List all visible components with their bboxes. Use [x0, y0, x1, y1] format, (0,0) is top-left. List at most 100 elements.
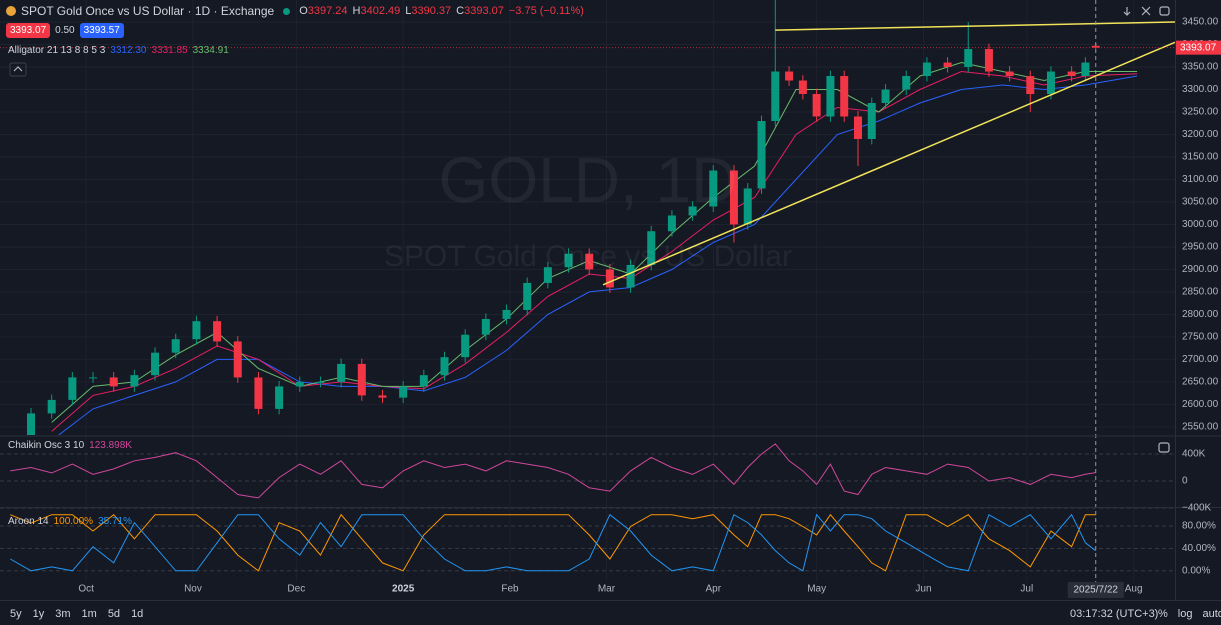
- x-tick-label: Feb: [501, 584, 519, 595]
- candle-body: [902, 76, 911, 90]
- icon-down[interactable]: [1123, 7, 1131, 16]
- candle-body: [502, 309, 511, 319]
- candle-body: [798, 80, 807, 95]
- candle-body: [89, 377, 98, 379]
- y-tick-label: 2750.00: [1182, 332, 1219, 343]
- ohlc-label: C: [456, 5, 465, 17]
- trendline: [775, 21, 1175, 31]
- indicator-legend: Aroon 14 100.00% 35.71%: [8, 516, 132, 527]
- range-button[interactable]: 5y: [10, 607, 22, 620]
- alligator-line: [57, 75, 1138, 435]
- x-tick-label: Dec: [287, 584, 305, 595]
- y-tick-label: 3100.00: [1182, 174, 1219, 185]
- candle-body: [461, 334, 470, 358]
- bid[interactable]: 3393.07: [6, 23, 51, 38]
- indicator: [10, 513, 1097, 572]
- icon-maximize[interactable]: [1141, 6, 1151, 16]
- candle-body: [626, 264, 635, 288]
- change: −3.75 (−0.11%): [508, 5, 584, 17]
- symbol-icon: [6, 6, 16, 16]
- candle-body: [543, 267, 552, 283]
- y-tick-label: 3450.00: [1182, 17, 1219, 28]
- indicator-value: 3331.85: [151, 45, 188, 56]
- candle-body: [943, 62, 952, 68]
- indicator-value: 3334.91: [192, 45, 229, 56]
- icon-panel[interactable]: [1158, 442, 1170, 453]
- candle-body: [1046, 71, 1055, 95]
- icon-collapse[interactable]: [13, 66, 23, 72]
- watermark: SPOT Gold Once vs US Dollar: [384, 240, 792, 273]
- range-button[interactable]: 1m: [81, 607, 97, 620]
- x-tick-label: May: [807, 584, 826, 595]
- spread: 0.50: [55, 25, 75, 36]
- candle-body: [254, 377, 263, 409]
- icon-settings[interactable]: [1159, 6, 1170, 16]
- ohlc-value: 3393.07: [464, 5, 504, 17]
- candle-body: [667, 215, 676, 232]
- price-tag: [1176, 40, 1221, 55]
- indicator-line: [10, 443, 1096, 499]
- watermark: GOLD, 1D: [439, 144, 738, 216]
- price-tag-label: 3393.07: [1180, 42, 1217, 53]
- scale-options: % log auto: [1158, 602, 1221, 625]
- indicator-line: [10, 513, 1097, 572]
- x-tick-label: Oct: [78, 584, 94, 595]
- candle-body: [964, 49, 973, 68]
- scale-option[interactable]: %: [1158, 607, 1168, 620]
- candle-body: [357, 363, 366, 396]
- collapse-button[interactable]: [9, 62, 27, 77]
- y-tick-label: 400K: [1182, 449, 1206, 460]
- ohlc-label: H: [352, 5, 361, 17]
- y-tick-label: 80.00%: [1182, 521, 1216, 532]
- candle-body: [743, 188, 752, 225]
- indicator-value: 35.71%: [98, 516, 132, 527]
- y-tick-label: 0.00%: [1182, 565, 1210, 576]
- candle-body: [399, 386, 408, 398]
- candle-body: [68, 377, 77, 400]
- x-tick-label: Aug: [1125, 584, 1143, 595]
- x-tick-label: Jun: [915, 584, 931, 595]
- candle-body: [192, 321, 201, 340]
- candle-body: [130, 375, 139, 387]
- candle-body: [27, 413, 36, 435]
- plot-layer: [0, 0, 1175, 582]
- ask[interactable]: 3393.57: [79, 23, 124, 38]
- candle-body: [295, 381, 304, 387]
- y-tick-label: 2550.00: [1182, 422, 1219, 433]
- ohlc-value: 3390.37: [411, 5, 452, 17]
- indicator-title: Chaikin Osc 3 10: [8, 440, 85, 451]
- range-button[interactable]: 5d: [107, 607, 121, 620]
- y-tick-label: 3350.00: [1182, 62, 1219, 73]
- crosshair-tag: [1067, 582, 1124, 598]
- candle-body: [378, 395, 387, 398]
- y-tick-label: 2850.00: [1182, 287, 1219, 298]
- candle-body: [1067, 71, 1076, 77]
- candle-body: [709, 170, 718, 207]
- candle-body: [812, 94, 821, 117]
- candle-body: [688, 206, 697, 216]
- indicator: [10, 443, 1096, 499]
- range-button[interactable]: 1d: [131, 607, 144, 620]
- candle-body: [213, 321, 222, 342]
- candle-body: [729, 170, 738, 225]
- candle-body: [826, 76, 835, 117]
- candle-body: [481, 318, 490, 335]
- candle-body: [853, 116, 862, 140]
- x-tick-label: Mar: [598, 584, 616, 595]
- candle-body: [171, 339, 180, 353]
- range-button[interactable]: 1y: [32, 607, 45, 620]
- candle-body: [1026, 76, 1035, 95]
- y-tick-label: 3200.00: [1182, 129, 1219, 140]
- candles: [27, 0, 1175, 435]
- candle-body: [647, 231, 656, 265]
- indicator-line: [10, 513, 1096, 572]
- range-button[interactable]: 3m: [55, 607, 71, 620]
- candle-body: [1081, 62, 1090, 77]
- y-tick-label: 2650.00: [1182, 377, 1219, 388]
- scale-option[interactable]: log: [1177, 607, 1193, 620]
- scale-option[interactable]: auto: [1202, 607, 1221, 620]
- y-tick-label: 2700.00: [1182, 354, 1219, 365]
